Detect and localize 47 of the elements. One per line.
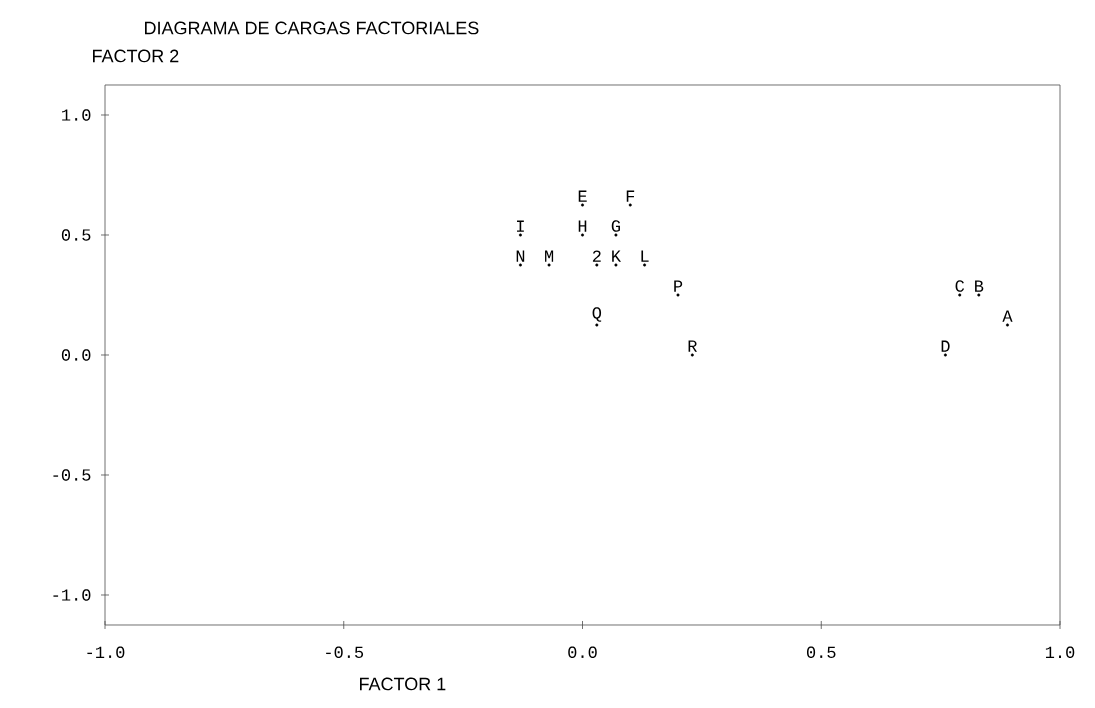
point xyxy=(643,263,647,267)
series-label: 2 xyxy=(592,250,601,262)
series-label: F xyxy=(626,190,635,202)
point xyxy=(581,203,585,207)
series-label: L xyxy=(641,250,649,262)
chart-title: DIAGRAMA DE CARGAS FACTORIALES xyxy=(145,21,479,35)
x-tick-label: 0.0 xyxy=(568,646,597,659)
x-tick-label: 1.0 xyxy=(1045,646,1075,659)
point xyxy=(628,203,632,207)
point xyxy=(547,263,551,267)
point xyxy=(943,353,947,357)
series-label: I xyxy=(517,220,524,232)
series-label: K xyxy=(612,250,622,262)
point xyxy=(595,323,599,327)
series-label: P xyxy=(674,280,683,292)
point xyxy=(518,263,522,267)
point xyxy=(958,293,962,297)
point xyxy=(1005,323,1009,327)
series-label: N xyxy=(516,250,525,262)
x-tick-label: 0.5 xyxy=(806,646,836,659)
y-tick-label: 1.0 xyxy=(62,109,91,121)
point xyxy=(676,293,680,297)
x-tick-label: -0.5 xyxy=(326,646,364,659)
series-label: A xyxy=(1002,310,1013,322)
y-axis-title: FACTOR 2 xyxy=(93,49,179,63)
point xyxy=(581,233,585,237)
point xyxy=(614,263,618,267)
series-label: D xyxy=(941,340,950,352)
point xyxy=(595,263,599,267)
series-label: M xyxy=(545,250,554,262)
series-label: H xyxy=(578,220,587,232)
series-label: E xyxy=(578,190,587,202)
point xyxy=(977,293,981,297)
x-axis-title: FACTOR 1 xyxy=(360,677,446,691)
point xyxy=(614,233,618,237)
x-tick-label: -1.0 xyxy=(87,646,125,659)
y-tick-label: -0.5 xyxy=(53,469,91,481)
y-tick-label: 0.5 xyxy=(61,229,91,241)
y-tick-label: 0.0 xyxy=(61,349,91,361)
series-label: B xyxy=(975,280,984,292)
point xyxy=(518,233,522,237)
series-label: R xyxy=(688,340,697,352)
y-tick-label: -1.0 xyxy=(53,589,91,601)
point xyxy=(690,353,694,357)
series-label: G xyxy=(611,220,620,232)
series-label: Q xyxy=(592,307,602,322)
series-label: C xyxy=(955,280,965,292)
